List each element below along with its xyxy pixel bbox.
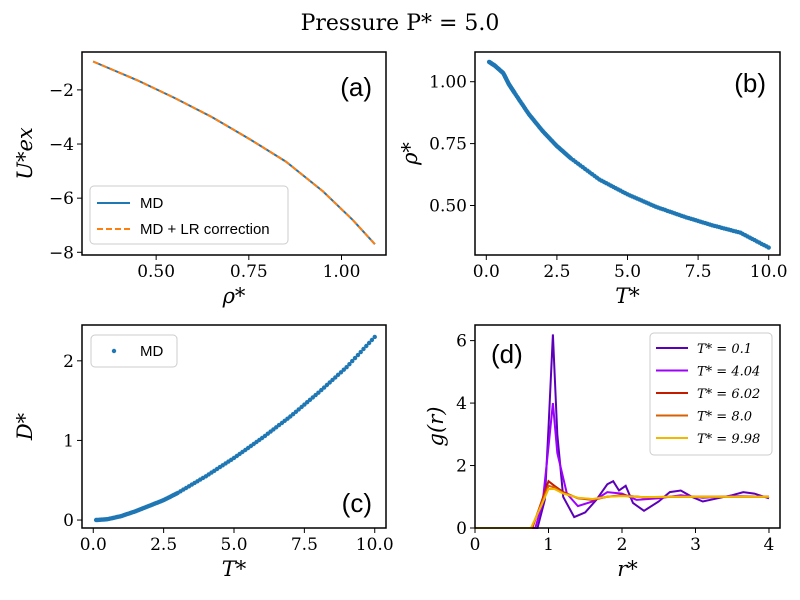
panel-d-xlabel: r* <box>617 557 638 581</box>
panel-c: 0.0 2.5 5.0 7.5 10.0 0 1 2 T* D* (c) MD <box>13 324 394 581</box>
panel-b-xlabel: T* <box>615 284 640 308</box>
panel-b-xtick-label: 7.5 <box>685 262 712 282</box>
data-point <box>358 349 363 355</box>
panel-a-xtick-label: 0.75 <box>230 262 268 282</box>
panel-c-ytick-label: 0 <box>63 511 74 531</box>
panel-b-xtick-label: 5.0 <box>614 262 641 282</box>
suptitle: Pressure P* = 5.0 <box>301 11 500 36</box>
data-point <box>355 352 361 358</box>
panel-d-xtick-label: 1 <box>543 535 554 555</box>
legend-d-label-4: T* = 9.98 <box>697 432 760 447</box>
data-point <box>366 340 372 346</box>
data-point <box>327 380 332 385</box>
panel-d-ytick-label: 4 <box>456 394 467 414</box>
panel-b-xtick-label: 0.0 <box>473 262 500 282</box>
data-point <box>338 370 344 375</box>
panel-b-ytick-label: 1.00 <box>429 73 467 93</box>
legend-c-md-marker <box>111 348 117 354</box>
data-point <box>361 346 366 352</box>
legend-a-lr-label: MD + LR correction <box>140 221 270 238</box>
panel-d-ylabel: g(r) <box>424 407 448 447</box>
series-md-lr-line <box>92 60 376 245</box>
legend-c: MD <box>90 334 178 368</box>
panel-b-xtick-label: 10.0 <box>750 262 788 282</box>
legend-c-box <box>90 334 178 368</box>
panel-c-xtick-label: 5.0 <box>220 535 247 555</box>
legend-c-md-label: MD <box>140 343 163 360</box>
panel-b: 0.0 2.5 5.0 7.5 10.0 0.50 0.75 1.00 T* ρ* (b) <box>398 51 788 308</box>
panel-b-xtick-label: 2.5 <box>543 262 570 282</box>
data-point <box>341 367 346 372</box>
panel-a-xlabel: ρ* <box>222 284 246 308</box>
data-point <box>766 245 771 250</box>
legend-d: T* = 0.1 T* = 4.04 T* = 6.02 T* = 8.0 T* = 9… <box>649 332 773 456</box>
legend-d-box <box>649 332 773 456</box>
data-point <box>350 358 355 364</box>
data-point <box>369 337 375 343</box>
panel-c-ytick-label: 1 <box>63 431 74 451</box>
panel-a-ytick-label: −8 <box>49 243 74 263</box>
panel-b-ytick-label: 0.50 <box>429 196 467 216</box>
legend-d-label-1: T* = 4.04 <box>697 365 760 380</box>
legend-d-label-0: T* = 0.1 <box>697 342 752 357</box>
data-point <box>321 385 327 390</box>
legend-d-label-3: T* = 8.0 <box>697 410 752 425</box>
data-point <box>324 382 330 388</box>
data-point <box>330 377 335 383</box>
panel-c-xtick-label: 7.5 <box>291 535 318 555</box>
data-point <box>316 390 321 395</box>
series-gr-0 <box>475 334 770 529</box>
panel-d-ytick-label: 2 <box>456 457 467 477</box>
panel-label-c: (c) <box>342 488 372 518</box>
panel-label-d: (d) <box>491 339 523 369</box>
panel-c-xtick-label: 10.0 <box>356 535 394 555</box>
panel-label-a: (a) <box>340 72 372 102</box>
panel-c-xtick-label: 0.0 <box>80 535 107 555</box>
data-point <box>364 343 369 349</box>
panel-a-ytick-label: −6 <box>49 189 74 209</box>
panel-d-ytick-label: 0 <box>456 519 467 539</box>
panel-b-ylabel: ρ* <box>398 142 422 166</box>
panel-a: 0.50 0.75 1.00 −2 −4 −6 −8 ρ* U*ex (a) MD MD + LR c… <box>13 51 387 308</box>
legend-a-md-label: MD <box>140 195 163 212</box>
panel-d-xtick-label: 4 <box>764 535 775 555</box>
data-point <box>352 355 358 361</box>
data-point <box>372 334 377 340</box>
series-gr-4 <box>475 488 769 529</box>
panel-a-axes-frame <box>81 51 387 256</box>
panel-d-ytick-label: 6 <box>456 332 467 352</box>
panel-a-xtick-label: 1.00 <box>323 262 361 282</box>
panel-c-ylabel: D* <box>13 412 37 441</box>
panel-d-xtick-label: 2 <box>617 535 628 555</box>
data-point <box>319 387 324 393</box>
panel-c-xtick-label: 2.5 <box>150 535 177 555</box>
panel-a-xtick-label: 0.50 <box>137 262 175 282</box>
panel-a-ytick-label: −2 <box>49 81 74 101</box>
panel-a-ytick-label: −4 <box>49 135 74 155</box>
panel-c-ytick-label: 2 <box>63 352 74 372</box>
panel-d-xtick-label: 0 <box>470 535 481 555</box>
panel-d-axes-frame <box>474 324 781 529</box>
legend-a: MD MD + LR correction <box>89 185 289 245</box>
data-point <box>347 362 352 367</box>
series-gr-3 <box>475 484 769 529</box>
data-point <box>344 365 349 370</box>
panel-b-ytick-label: 0.75 <box>429 135 467 155</box>
panel-a-ylabel: U*ex <box>13 127 37 180</box>
data-point <box>333 375 338 380</box>
data-point <box>296 407 301 412</box>
panel-label-b: (b) <box>734 68 766 98</box>
legend-d-label-2: T* = 6.02 <box>697 387 760 402</box>
data-point <box>335 372 341 377</box>
panel-c-xlabel: T* <box>222 557 247 581</box>
legend-a-box <box>89 185 289 245</box>
panel-d-xtick-label: 3 <box>690 535 701 555</box>
